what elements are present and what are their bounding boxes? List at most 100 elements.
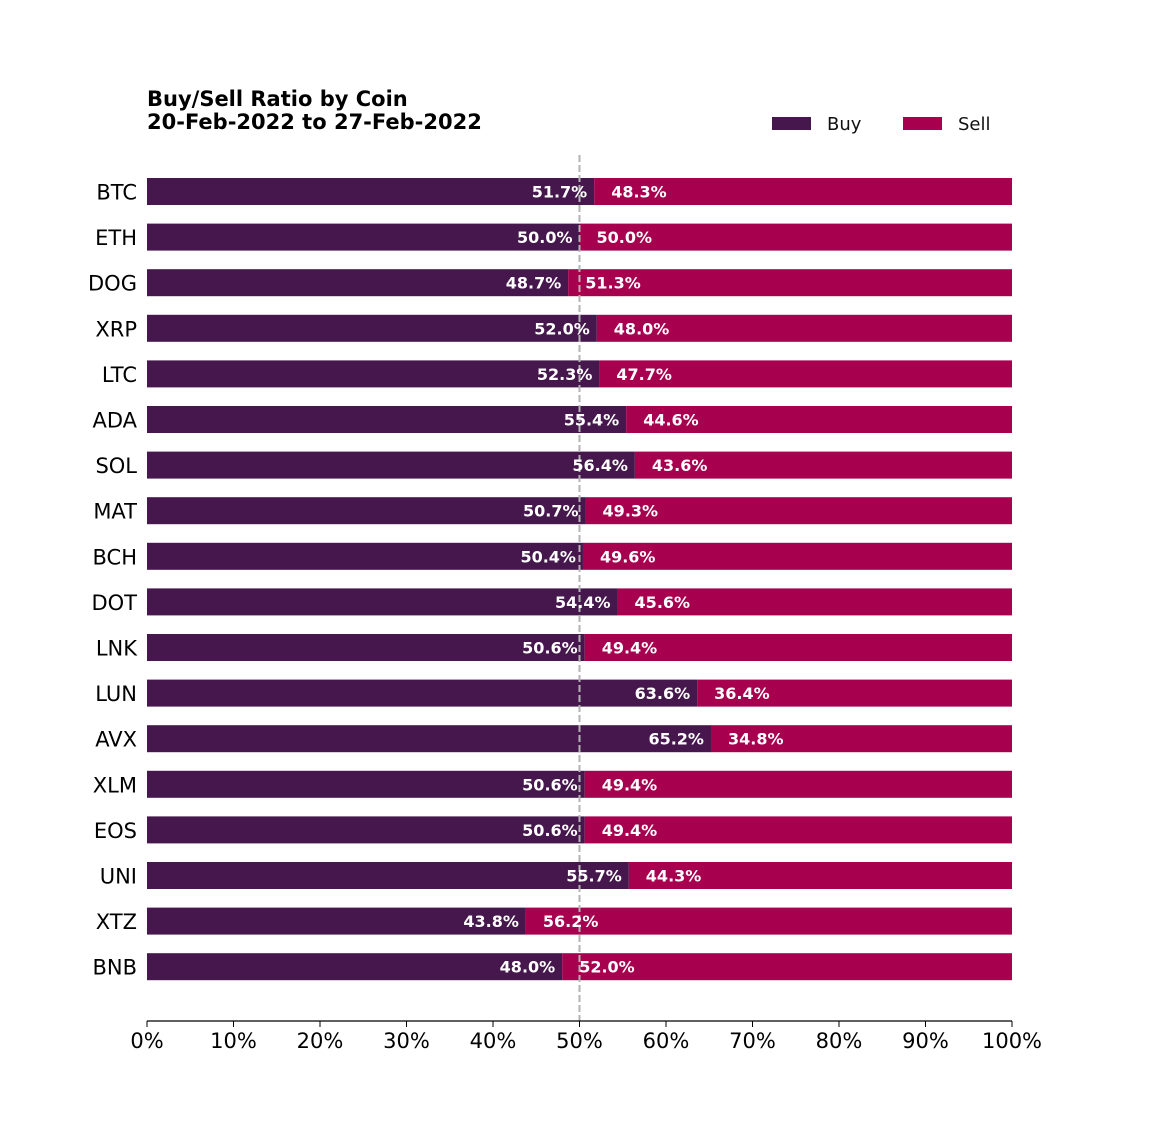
- x-axis: 0% 10% 20% 30% 40% 50% 60% 70% 80% 90% 100%: [130, 1020, 1042, 1053]
- data-label-buy-bch: 50.4%: [520, 547, 576, 566]
- chart-title: Buy/Sell Ratio by Coin: [147, 87, 408, 111]
- y-tick-label-ada: ADA: [92, 409, 137, 433]
- x-tick-label: 20%: [297, 1029, 344, 1053]
- bar-sell-mat: [585, 497, 1012, 525]
- data-label-buy-eos: 50.6%: [522, 821, 578, 840]
- bar-buy-xrp: [147, 314, 597, 342]
- legend-label-buy: Buy: [827, 114, 862, 135]
- data-label-sell-bch: 49.6%: [600, 547, 656, 566]
- y-tick-label-bnb: BNB: [92, 956, 137, 980]
- data-label-sell-xlm: 49.4%: [602, 775, 658, 794]
- data-labels-layer: 51.7% 48.3% 50.0% 50.0% 48.7% 51.3% 52.0% 48.0%…: [463, 183, 783, 977]
- y-tick-label-lnk: LNK: [96, 637, 138, 661]
- y-tick-label-uni: UNI: [100, 865, 137, 889]
- bar-buy-avx: [147, 725, 711, 753]
- data-label-buy-lnk: 50.6%: [522, 639, 578, 658]
- x-tick-label: 30%: [383, 1029, 430, 1053]
- data-label-sell-lnk: 49.4%: [602, 639, 658, 658]
- legend: Buy Sell: [772, 114, 991, 135]
- bar-buy-mat: [147, 497, 586, 525]
- y-tick-label-ltc: LTC: [102, 363, 137, 387]
- y-tick-label-xtz: XTZ: [96, 910, 137, 934]
- bar-sell-lun: [697, 679, 1012, 707]
- data-label-buy-dot: 54.4%: [555, 593, 611, 612]
- data-label-sell-ltc: 47.7%: [616, 365, 672, 384]
- x-tick-label: 90%: [902, 1029, 949, 1053]
- data-label-buy-eth: 50.0%: [517, 228, 573, 247]
- data-label-buy-ada: 55.4%: [564, 411, 620, 430]
- x-tick-label: 100%: [982, 1029, 1042, 1053]
- data-label-buy-bnb: 48.0%: [500, 958, 556, 977]
- bar-sell-eos: [584, 816, 1012, 844]
- bar-buy-xlm: [147, 770, 585, 798]
- data-label-sell-sol: 43.6%: [652, 456, 708, 475]
- y-tick-label-dot: DOT: [91, 591, 137, 615]
- data-label-sell-bnb: 52.0%: [579, 958, 635, 977]
- data-label-buy-sol: 56.4%: [572, 456, 628, 475]
- x-tick-label: 60%: [643, 1029, 690, 1053]
- data-label-buy-mat: 50.7%: [523, 502, 579, 521]
- bar-sell-ltc: [599, 360, 1012, 388]
- bar-sell-dog: [568, 269, 1012, 297]
- x-tick-label: 0%: [130, 1029, 163, 1053]
- data-label-sell-lun: 36.4%: [714, 684, 770, 703]
- y-tick-label-dog: DOG: [88, 272, 137, 296]
- bar-buy-xtz: [147, 907, 526, 935]
- bar-buy-dog: [147, 269, 569, 297]
- y-tick-label-btc: BTC: [96, 181, 137, 205]
- data-label-buy-lun: 63.6%: [635, 684, 691, 703]
- data-label-sell-eos: 49.4%: [602, 821, 658, 840]
- data-label-sell-btc: 48.3%: [611, 183, 667, 202]
- x-tick-label: 80%: [816, 1029, 863, 1053]
- bar-sell-xlm: [584, 770, 1012, 798]
- data-label-sell-avx: 34.8%: [728, 730, 784, 749]
- bar-sell-sol: [634, 451, 1012, 479]
- x-tick-label: 70%: [729, 1029, 776, 1053]
- data-label-buy-xlm: 50.6%: [522, 775, 578, 794]
- data-label-buy-btc: 51.7%: [532, 183, 588, 202]
- y-tick-label-eth: ETH: [95, 226, 137, 250]
- legend-label-sell: Sell: [958, 114, 991, 135]
- bar-sell-xtz: [525, 907, 1012, 935]
- y-tick-label-mat: MAT: [93, 500, 137, 524]
- data-label-buy-dog: 48.7%: [506, 274, 562, 293]
- bar-buy-btc: [147, 178, 595, 205]
- data-label-sell-uni: 44.3%: [646, 867, 702, 886]
- bar-sell-bnb: [562, 953, 1012, 981]
- bar-sell-avx: [710, 725, 1012, 753]
- y-tick-label-xlm: XLM: [93, 773, 137, 797]
- data-label-buy-xrp: 52.0%: [534, 319, 590, 338]
- bar-sell-dot: [617, 588, 1012, 616]
- data-label-sell-dot: 45.6%: [635, 593, 691, 612]
- bar-buy-ada: [147, 406, 627, 433]
- bar-buy-eth: [147, 223, 580, 251]
- legend-swatch-sell: [903, 117, 942, 130]
- chart-subtitle: 20-Feb-2022 to 27-Feb-2022: [147, 110, 482, 134]
- bar-sell-eth: [579, 223, 1012, 251]
- y-axis: BTC ETH DOG XRP LTC ADA SOL MAT BCH DOT LNK LUN AVX X…: [88, 181, 138, 980]
- data-label-buy-xtz: 43.8%: [463, 912, 519, 931]
- data-label-sell-mat: 49.3%: [603, 502, 659, 521]
- bar-buy-sol: [147, 451, 635, 479]
- x-tick-label: 50%: [556, 1029, 603, 1053]
- y-tick-label-eos: EOS: [94, 819, 137, 843]
- bar-buy-uni: [147, 862, 629, 889]
- bar-buy-bnb: [147, 953, 563, 981]
- y-tick-label-bch: BCH: [93, 545, 138, 569]
- bar-sell-lnk: [584, 634, 1012, 661]
- data-label-buy-ltc: 52.3%: [537, 365, 593, 384]
- data-label-buy-avx: 65.2%: [648, 730, 704, 749]
- bars-layer: [147, 178, 1012, 981]
- y-tick-label-lun: LUN: [95, 682, 137, 706]
- bar-buy-lnk: [147, 634, 585, 661]
- data-label-sell-xrp: 48.0%: [614, 319, 670, 338]
- bar-buy-bch: [147, 542, 583, 570]
- x-tick-label: 10%: [210, 1029, 257, 1053]
- y-tick-label-sol: SOL: [95, 454, 137, 478]
- bar-sell-btc: [594, 178, 1012, 205]
- bar-buy-ltc: [147, 360, 600, 388]
- bar-sell-uni: [628, 862, 1012, 889]
- bar-sell-bch: [582, 542, 1012, 570]
- y-tick-label-xrp: XRP: [95, 317, 137, 341]
